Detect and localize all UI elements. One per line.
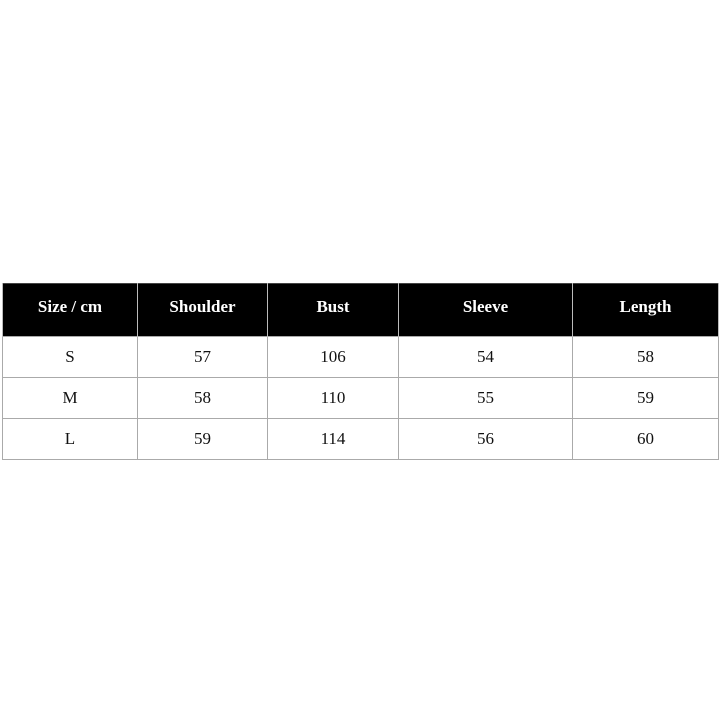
table-cell: 58 <box>137 377 268 419</box>
header-bust: Bust <box>267 283 399 337</box>
table-row: L 59 114 56 60 <box>2 418 719 460</box>
table-row: S 57 106 54 58 <box>2 336 719 378</box>
table-cell: L <box>2 418 138 460</box>
header-size: Size / cm <box>2 283 138 337</box>
table-cell: 55 <box>398 377 573 419</box>
table-cell: 110 <box>267 377 399 419</box>
table-cell: S <box>2 336 138 378</box>
header-length: Length <box>572 283 719 337</box>
table-cell: M <box>2 377 138 419</box>
table-cell: 58 <box>572 336 719 378</box>
table-cell: 57 <box>137 336 268 378</box>
table-cell: 59 <box>572 377 719 419</box>
table-cell: 59 <box>137 418 268 460</box>
table-cell: 54 <box>398 336 573 378</box>
table-cell: 114 <box>267 418 399 460</box>
table-cell: 106 <box>267 336 399 378</box>
header-shoulder: Shoulder <box>137 283 268 337</box>
header-sleeve: Sleeve <box>398 283 573 337</box>
table-cell: 60 <box>572 418 719 460</box>
table-cell: 56 <box>398 418 573 460</box>
table-row: M 58 110 55 59 <box>2 377 719 419</box>
header-row: Size / cm Shoulder Bust Sleeve Length <box>2 283 719 337</box>
